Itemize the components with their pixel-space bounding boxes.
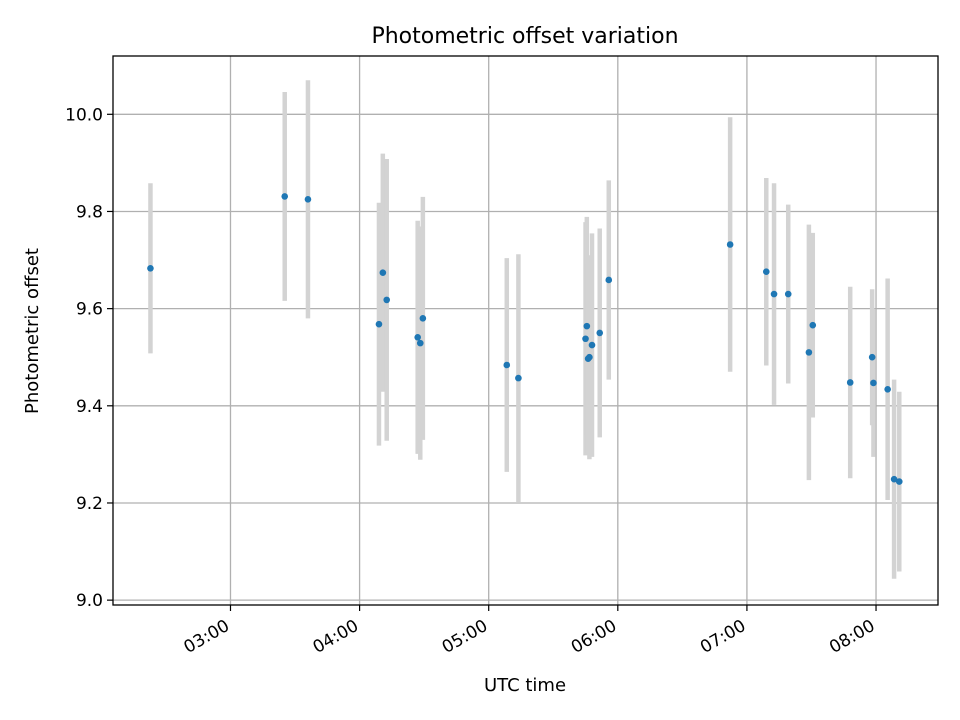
data-point [596, 329, 604, 337]
data-point [586, 353, 593, 361]
y-tick-label: 9.0 [76, 591, 103, 611]
y-tick-label: 9.4 [76, 397, 103, 417]
data-point [895, 478, 903, 485]
data-point [588, 341, 596, 349]
y-tick-label: 9.2 [76, 494, 103, 514]
data-point [884, 385, 891, 393]
data-point [503, 361, 511, 369]
data-point [583, 322, 591, 330]
data-point [375, 320, 383, 328]
data-point [605, 276, 613, 284]
y-tick-label: 9.6 [76, 300, 103, 320]
data-point [805, 349, 813, 356]
y-tick-label: 10.0 [65, 105, 103, 125]
data-point [846, 379, 854, 386]
data-points [147, 193, 903, 485]
y-tick-label: 9.8 [76, 202, 103, 222]
data-point [416, 339, 424, 347]
chart-title: Photometric offset variation [371, 24, 678, 49]
data-point [870, 379, 877, 387]
y-axis-label: Photometric offset [22, 248, 43, 414]
data-point [762, 268, 770, 276]
x-axis-label: UTC time [484, 675, 566, 696]
data-point [379, 269, 387, 276]
data-point [147, 265, 154, 272]
plot-frame [112, 55, 939, 606]
data-point [419, 315, 427, 322]
data-point [726, 241, 734, 248]
data-point [414, 334, 421, 341]
data-point [515, 374, 522, 382]
data-point [770, 290, 778, 298]
grid [113, 56, 938, 605]
y-axis-ticks: 9.0 9.2 9.4 9.6 9.8 10.0 [65, 105, 113, 611]
x-axis-ticks: 03:00 04:00 05:00 06:00 07:00 08:00 [181, 605, 879, 658]
data-point [304, 196, 312, 203]
data-point [809, 321, 817, 329]
data-point [868, 353, 876, 361]
data-point [890, 475, 898, 483]
data-point [281, 193, 289, 200]
data-point [383, 296, 391, 304]
data-point [582, 335, 589, 343]
data-point [784, 290, 792, 298]
